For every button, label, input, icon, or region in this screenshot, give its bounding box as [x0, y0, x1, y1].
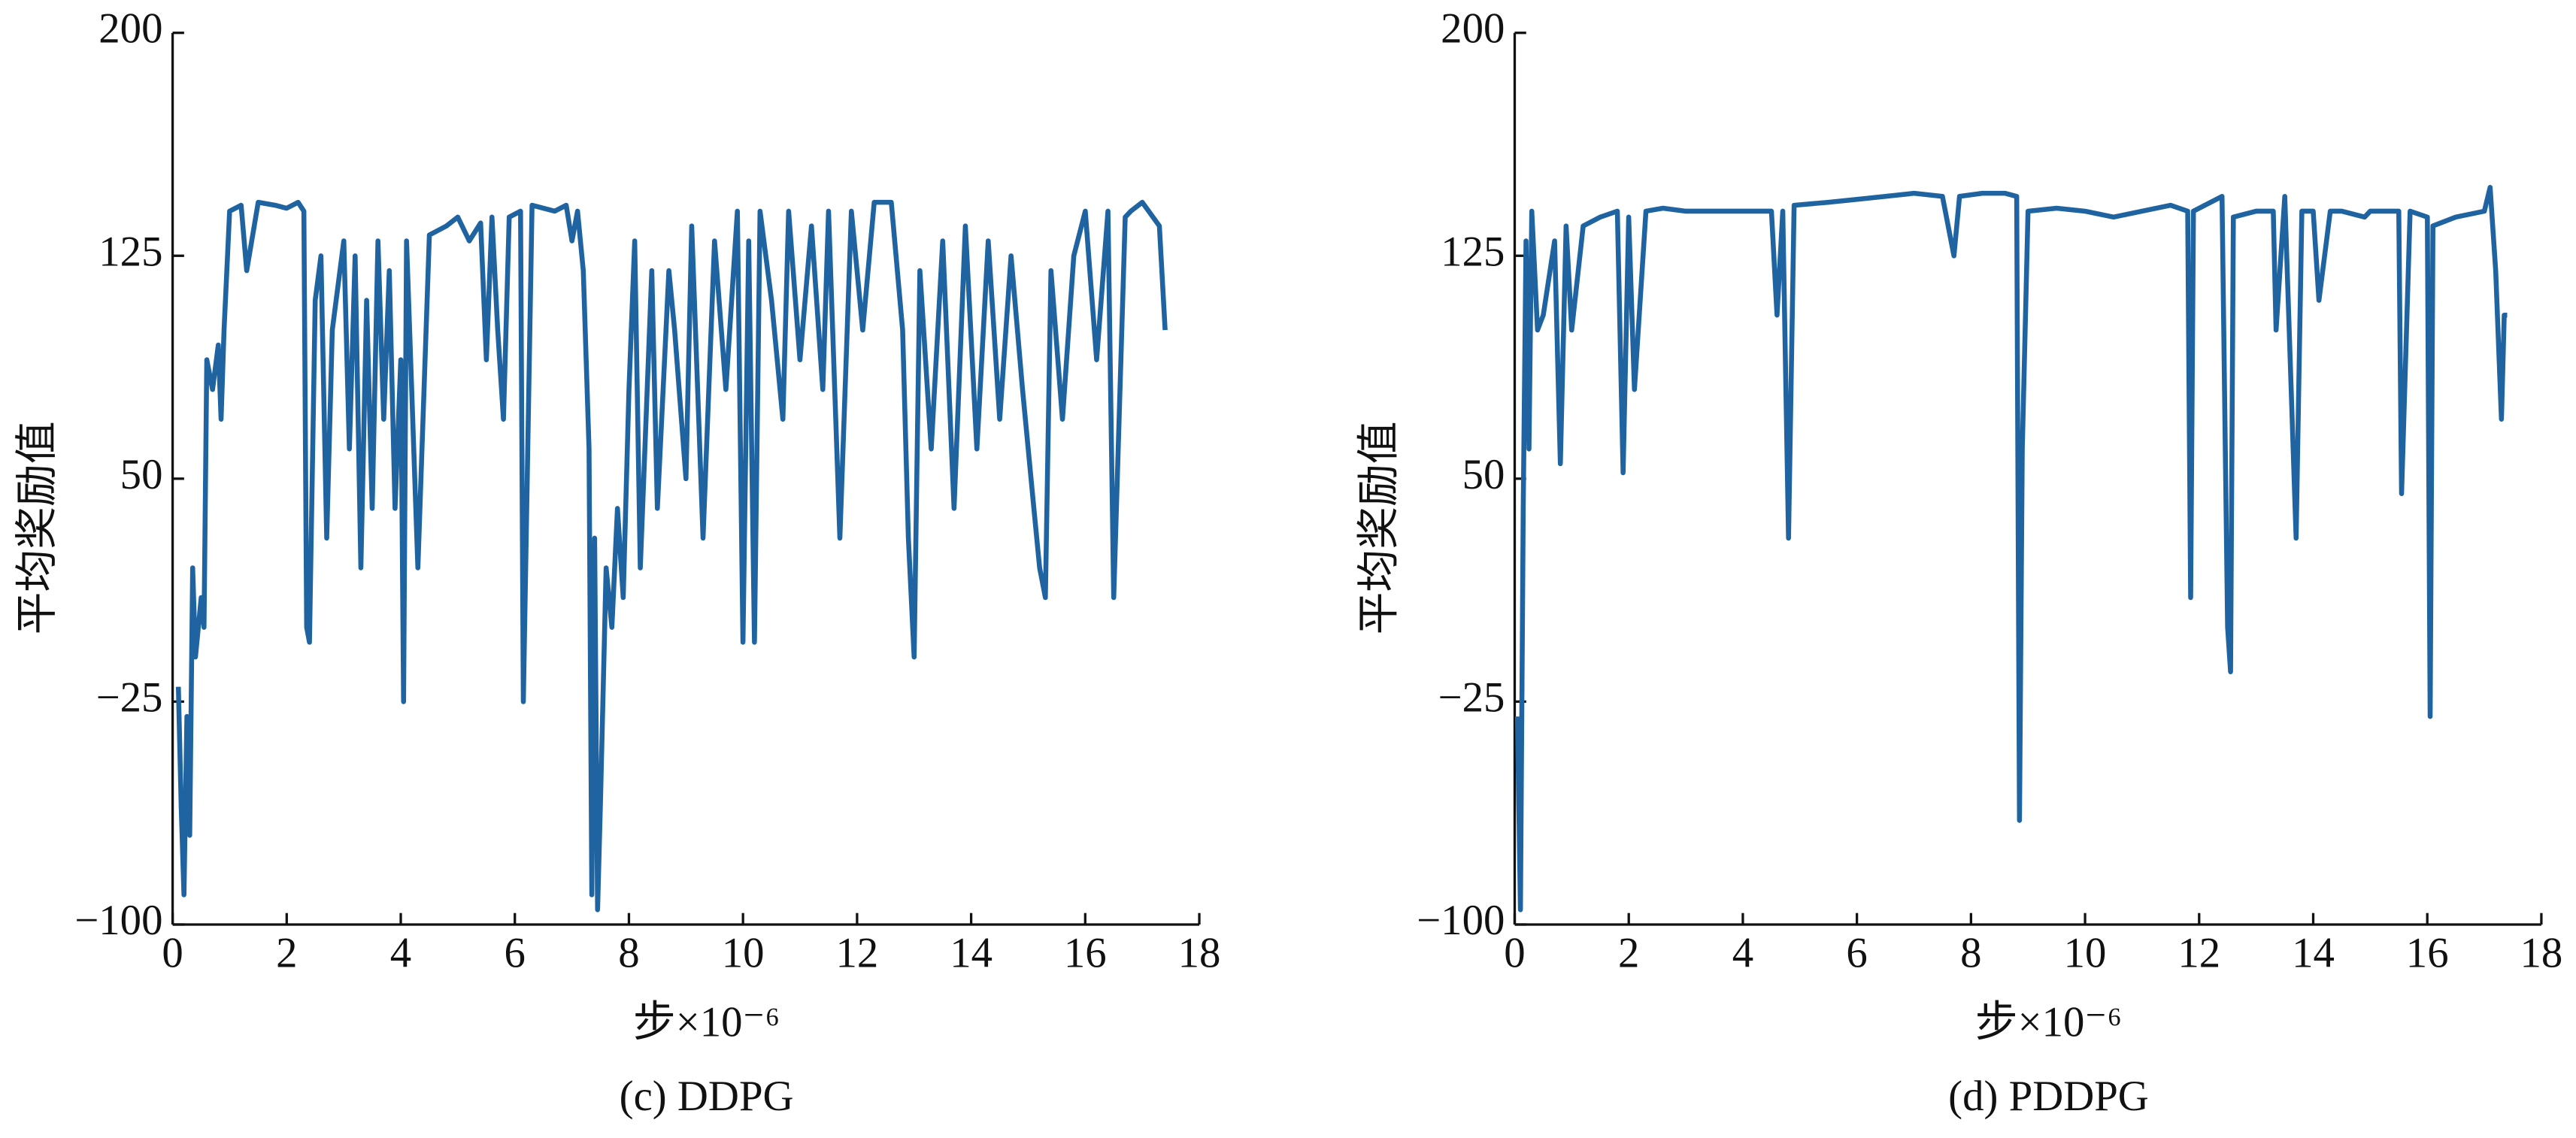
x-tick-label: 18: [1178, 930, 1221, 977]
x-tick-label: 16: [2406, 930, 2449, 977]
y-tick-label: 125: [98, 228, 162, 275]
x-tick-label: 18: [2520, 930, 2563, 977]
y-axis-label: 平均奖励值: [14, 421, 61, 634]
data-line: [1514, 184, 2508, 913]
x-tick-label: 14: [2292, 930, 2335, 977]
y-tick-label: 50: [120, 451, 163, 498]
y-tick-label: −25: [1438, 673, 1505, 721]
y-tick-label: 50: [1462, 451, 1505, 498]
data-line: [175, 199, 1168, 913]
y-tick-label: 200: [1441, 5, 1505, 53]
x-tick-label: 4: [1732, 930, 1753, 977]
x-tick-label: 6: [505, 930, 526, 977]
x-tick-label: 10: [722, 930, 765, 977]
x-tick-label: 0: [162, 930, 183, 977]
y-tick-label: −25: [96, 673, 163, 721]
x-tick-label: 16: [1064, 930, 1107, 977]
y-tick-label: −100: [74, 897, 162, 944]
y-tick-label: 125: [1441, 228, 1505, 275]
y-tick-label: 200: [98, 5, 162, 53]
x-tick-label: 12: [2177, 930, 2220, 977]
x-tick-label: 6: [1846, 930, 1867, 977]
x-tick-label: 8: [1960, 930, 1981, 977]
y-axis-label: 平均奖励值: [1356, 421, 1403, 634]
x-tick-label: 10: [2064, 930, 2107, 977]
x-axis-label: 步×10⁻⁶: [633, 998, 780, 1046]
y-tick-label: −100: [1417, 897, 1505, 944]
x-tick-label: 2: [276, 930, 297, 977]
x-tick-label: 14: [950, 930, 993, 977]
x-tick-label: 2: [1618, 930, 1639, 977]
caption: (d) PDDPG: [1948, 1073, 2149, 1120]
caption: (c) DDPG: [620, 1073, 794, 1120]
x-axis-label: 步×10⁻⁶: [1975, 998, 2122, 1046]
x-tick-label: 8: [618, 930, 639, 977]
x-tick-label: 12: [835, 930, 878, 977]
x-tick-label: 4: [390, 930, 411, 977]
x-tick-label: 0: [1504, 930, 1525, 977]
